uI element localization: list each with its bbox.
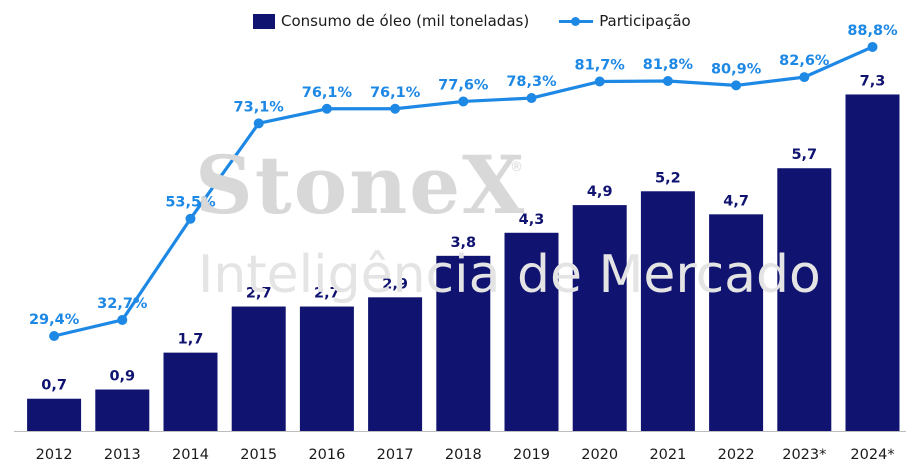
bar-2014: [163, 352, 218, 431]
legend-label-line: Participação: [599, 12, 691, 30]
x-tick-label: 2013: [104, 447, 141, 463]
bar-value-label: 4,3: [519, 212, 545, 228]
bar-value-label: 7,3: [860, 73, 886, 89]
line-point-2020: [594, 76, 605, 87]
line-value-label: 32,7%: [97, 296, 148, 312]
bar-2019: [504, 232, 559, 431]
bar-value-label: 1,7: [178, 332, 204, 348]
bar-2020: [572, 205, 627, 431]
x-tick-label: 2014: [172, 447, 209, 463]
bar-value-label: 2,7: [314, 286, 340, 302]
line-value-label: 88,8%: [847, 23, 898, 39]
watermark-registered: ®: [510, 160, 523, 175]
line-point-2023*: [799, 72, 810, 83]
legend-item-bars: Consumo de óleo (mil toneladas): [253, 12, 529, 30]
legend-label-bars: Consumo de óleo (mil toneladas): [281, 12, 530, 30]
line-value-label: 76,1%: [302, 85, 353, 101]
line-value-label: 76,1%: [370, 85, 421, 101]
bar-2017: [368, 297, 423, 431]
line-value-label: 78,3%: [506, 74, 557, 90]
legend: Consumo de óleo (mil toneladas) Particip…: [253, 10, 721, 32]
line-point-2016: [321, 103, 332, 114]
x-tick-label: 2015: [240, 447, 277, 463]
bar-value-label: 3,8: [450, 235, 476, 251]
x-tick-label: 2023*: [782, 447, 826, 463]
line-point-2015: [253, 118, 264, 129]
bar-2018: [436, 255, 491, 431]
bar-2012: [27, 398, 82, 431]
line-point-2018: [458, 96, 469, 107]
line-value-label: 77,6%: [438, 77, 489, 93]
line-value-label: 29,4%: [29, 312, 80, 328]
x-tick-label: 2024*: [850, 447, 894, 463]
bar-2022: [709, 214, 764, 431]
bar-2021: [640, 191, 695, 431]
x-tick-label: 2019: [513, 447, 550, 463]
line-point-2017: [390, 103, 401, 114]
line-point-2013: [117, 314, 128, 325]
line-point-2022: [731, 80, 742, 91]
bar-2023*: [777, 168, 832, 432]
x-tick-label: 2012: [36, 447, 73, 463]
x-tick-label: 2021: [649, 447, 686, 463]
line-point-2019: [526, 93, 537, 104]
bar-value-label: 2,9: [382, 276, 408, 292]
x-tick-label: 2020: [581, 447, 618, 463]
bar-value-label: 4,9: [587, 184, 613, 200]
x-tick-label: 2022: [718, 447, 755, 463]
line-value-label: 81,7%: [575, 58, 626, 74]
bar-value-label: 4,7: [723, 193, 749, 209]
line-point-2024*: [867, 41, 878, 52]
line-point-2014: [185, 213, 196, 224]
line-value-label: 80,9%: [711, 61, 762, 77]
watermark-brand: StoneX: [195, 138, 527, 232]
line-value-label: 73,1%: [234, 99, 285, 115]
line-value-label: 53,5%: [165, 195, 216, 211]
legend-line-swatch: [559, 14, 594, 29]
bar-value-label: 5,7: [791, 147, 817, 163]
bar-value-label: 5,2: [655, 170, 681, 186]
watermark-subtitle: Inteligência de Mercado: [198, 245, 821, 305]
line-value-label: 82,6%: [779, 53, 830, 69]
bar-2015: [231, 306, 286, 431]
line-point-2012: [49, 331, 60, 341]
x-tick-label: 2016: [308, 447, 345, 463]
bar-value-label: 0,9: [109, 369, 135, 385]
bar-2013: [95, 389, 150, 431]
bar-value-label: 0,7: [41, 378, 67, 394]
legend-bar-swatch: [253, 13, 275, 29]
line-point-2021: [662, 76, 673, 87]
line-value-label: 81,8%: [643, 57, 694, 73]
bar-2016: [299, 306, 354, 431]
bar-2024*: [845, 94, 900, 431]
legend-item-line: Participação: [559, 12, 691, 30]
bar-value-label: 2,7: [246, 286, 272, 302]
x-tick-label: 2018: [445, 447, 482, 463]
x-tick-label: 2017: [377, 447, 414, 463]
